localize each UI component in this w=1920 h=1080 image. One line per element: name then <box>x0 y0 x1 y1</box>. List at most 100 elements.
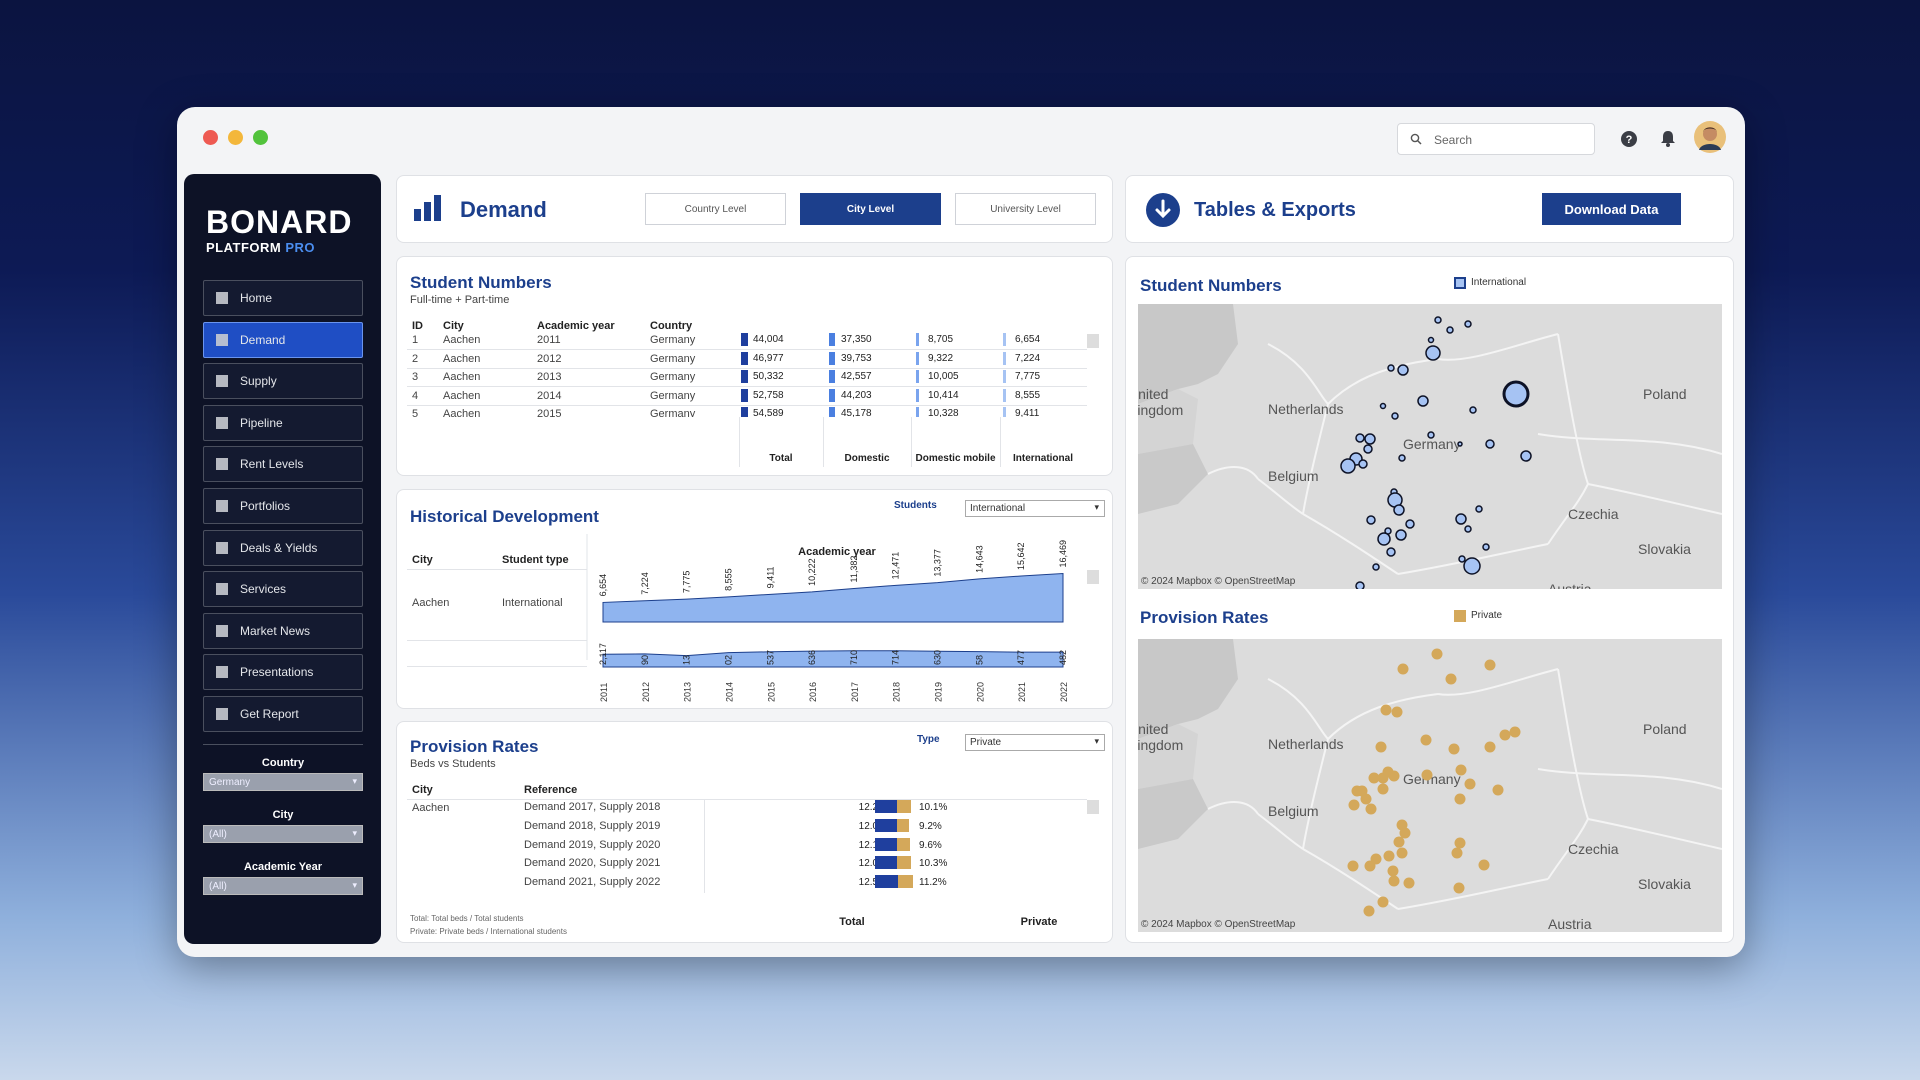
map-marker <box>1509 726 1521 738</box>
map-marker <box>1393 836 1405 848</box>
cell-country: Germany <box>650 408 696 417</box>
download-data-button[interactable]: Download Data <box>1542 193 1681 225</box>
data-label: 58 <box>974 655 984 665</box>
tab-city-level[interactable]: City Level <box>800 193 941 225</box>
area-series-1 <box>602 573 1064 623</box>
download-circle-icon <box>1146 193 1180 227</box>
x-tick-label: 2015 <box>766 682 776 702</box>
filter-select-country[interactable]: Germany <box>203 773 363 791</box>
channel <box>1138 779 1208 849</box>
portfolios-icon <box>216 500 228 512</box>
sidebar-item-label: Get Report <box>240 707 299 721</box>
map-marker <box>1458 555 1466 563</box>
map-marker <box>1363 444 1373 454</box>
map-marker <box>1492 784 1504 796</box>
sidebar-item-pipeline[interactable]: Pipeline <box>203 404 363 441</box>
sidebar-item-home[interactable]: Home <box>203 280 363 316</box>
map-label: United <box>1138 386 1168 402</box>
data-label: 14,643 <box>974 545 984 573</box>
map-marker <box>1368 772 1380 784</box>
sidebar-item-label: Home <box>240 291 273 305</box>
sidebar-item-market-news[interactable]: Market News <box>203 612 363 649</box>
map-marker <box>1366 515 1376 525</box>
cell-reference: Demand 2021, Supply 2022 <box>524 876 661 889</box>
data-label: 714 <box>891 650 901 665</box>
cell-intl: 8,555 <box>1015 389 1041 401</box>
cell-private-rate: 10.1% <box>919 802 948 813</box>
sidebar-item-deals-yields[interactable]: Deals & Yields <box>203 529 363 566</box>
map-marker <box>1387 364 1395 372</box>
map-marker <box>1360 793 1372 805</box>
value-bar-intl <box>1003 407 1006 417</box>
map-marker <box>1393 504 1405 516</box>
scrollbar-thumb[interactable] <box>1087 334 1099 348</box>
provision-city: Aachen <box>412 802 450 814</box>
col-header-city: City <box>412 554 433 566</box>
help-icon[interactable]: ? <box>1614 124 1644 154</box>
students-filter-label: Students <box>894 500 937 511</box>
col-label-domestic-mobile: Domestic mobile <box>915 453 996 464</box>
sidebar-item-get-report[interactable]: Get Report <box>203 696 363 732</box>
sidebar-item-demand[interactable]: Demand <box>203 321 363 358</box>
minimize-window-button[interactable] <box>228 130 243 145</box>
map-marker <box>1391 706 1403 718</box>
data-label: 630 <box>933 650 943 665</box>
exports-title: Tables & Exports <box>1194 199 1356 221</box>
tab-university-level[interactable]: University Level <box>955 193 1096 225</box>
uk-land <box>1138 389 1198 454</box>
sidebar-item-rent-levels[interactable]: Rent Levels <box>203 446 363 483</box>
map-label: Belgium <box>1268 803 1319 819</box>
cell-total-rate: 12.5% <box>858 877 887 889</box>
cell-year: 2015 <box>537 408 562 417</box>
cell-total: 52,758 <box>753 389 784 401</box>
map-marker <box>1397 364 1409 376</box>
provision-subtitle: Beds vs Students <box>410 758 496 770</box>
data-label: 90 <box>640 655 650 665</box>
sidebar-item-portfolios[interactable]: Portfolios <box>203 488 363 524</box>
sidebar-item-services[interactable]: Services <box>203 571 363 608</box>
provision-note-private: Private: Private beds / International st… <box>410 927 567 936</box>
type-filter-dropdown[interactable]: Private <box>965 734 1105 751</box>
provision-note-total: Total: Total beds / Total students <box>410 914 524 923</box>
cell-country: Germany <box>650 352 696 365</box>
map-marker <box>1427 336 1435 344</box>
cell-mobile: 8,705 <box>928 334 954 345</box>
bell-icon[interactable] <box>1653 124 1683 154</box>
filter-select-academic-year[interactable]: (All) <box>203 877 363 895</box>
scrollbar-thumb[interactable] <box>1087 800 1099 814</box>
total-rate-bar <box>875 837 897 851</box>
demand-header: Demand Country Level City Level Universi… <box>396 175 1113 243</box>
legend-label-international: International <box>1471 277 1527 288</box>
data-label: 477 <box>1016 650 1026 665</box>
x-tick-label: 2016 <box>808 682 818 702</box>
sidebar-item-supply[interactable]: Supply <box>203 363 363 400</box>
exports-header: Tables & Exports Download Data <box>1125 175 1734 243</box>
student-numbers-map[interactable]: UnitedKingdom Netherlands Germany Poland Bel… <box>1138 304 1722 589</box>
sidebar-item-label: Portfolios <box>240 499 291 513</box>
maximize-window-button[interactable] <box>253 130 268 145</box>
scrollbar-thumb[interactable] <box>1087 570 1099 584</box>
map-label: Netherlands <box>1268 401 1344 417</box>
avatar[interactable] <box>1693 120 1727 154</box>
sidebar-item-presentations[interactable]: Presentations <box>203 654 363 691</box>
hist-axis-title: Academic year <box>798 546 876 558</box>
close-window-button[interactable] <box>203 130 218 145</box>
map-marker <box>1434 316 1442 324</box>
data-label: 12,471 <box>891 552 901 580</box>
x-tick-label: 2019 <box>934 682 944 702</box>
data-label: 7,224 <box>640 572 650 595</box>
cell-mobile: 9,322 <box>928 352 954 364</box>
search-input[interactable]: Search <box>1397 123 1595 155</box>
map-marker <box>1377 783 1389 795</box>
x-tick-label: 2021 <box>1017 682 1027 702</box>
map-marker <box>1396 847 1408 859</box>
market-news-icon <box>216 624 228 637</box>
cell-city: Aachen <box>443 352 481 365</box>
tab-country-level[interactable]: Country Level <box>645 193 786 225</box>
sidebar-item-label: Demand <box>240 332 286 347</box>
filter-select-city[interactable]: (All) <box>203 825 363 843</box>
border <box>1327 693 1439 740</box>
provision-rates-map[interactable]: UnitedKingdom Netherlands Germany Poland Bel… <box>1138 639 1722 932</box>
x-tick-label: 2013 <box>683 682 693 702</box>
students-filter-dropdown[interactable]: International <box>965 500 1105 517</box>
